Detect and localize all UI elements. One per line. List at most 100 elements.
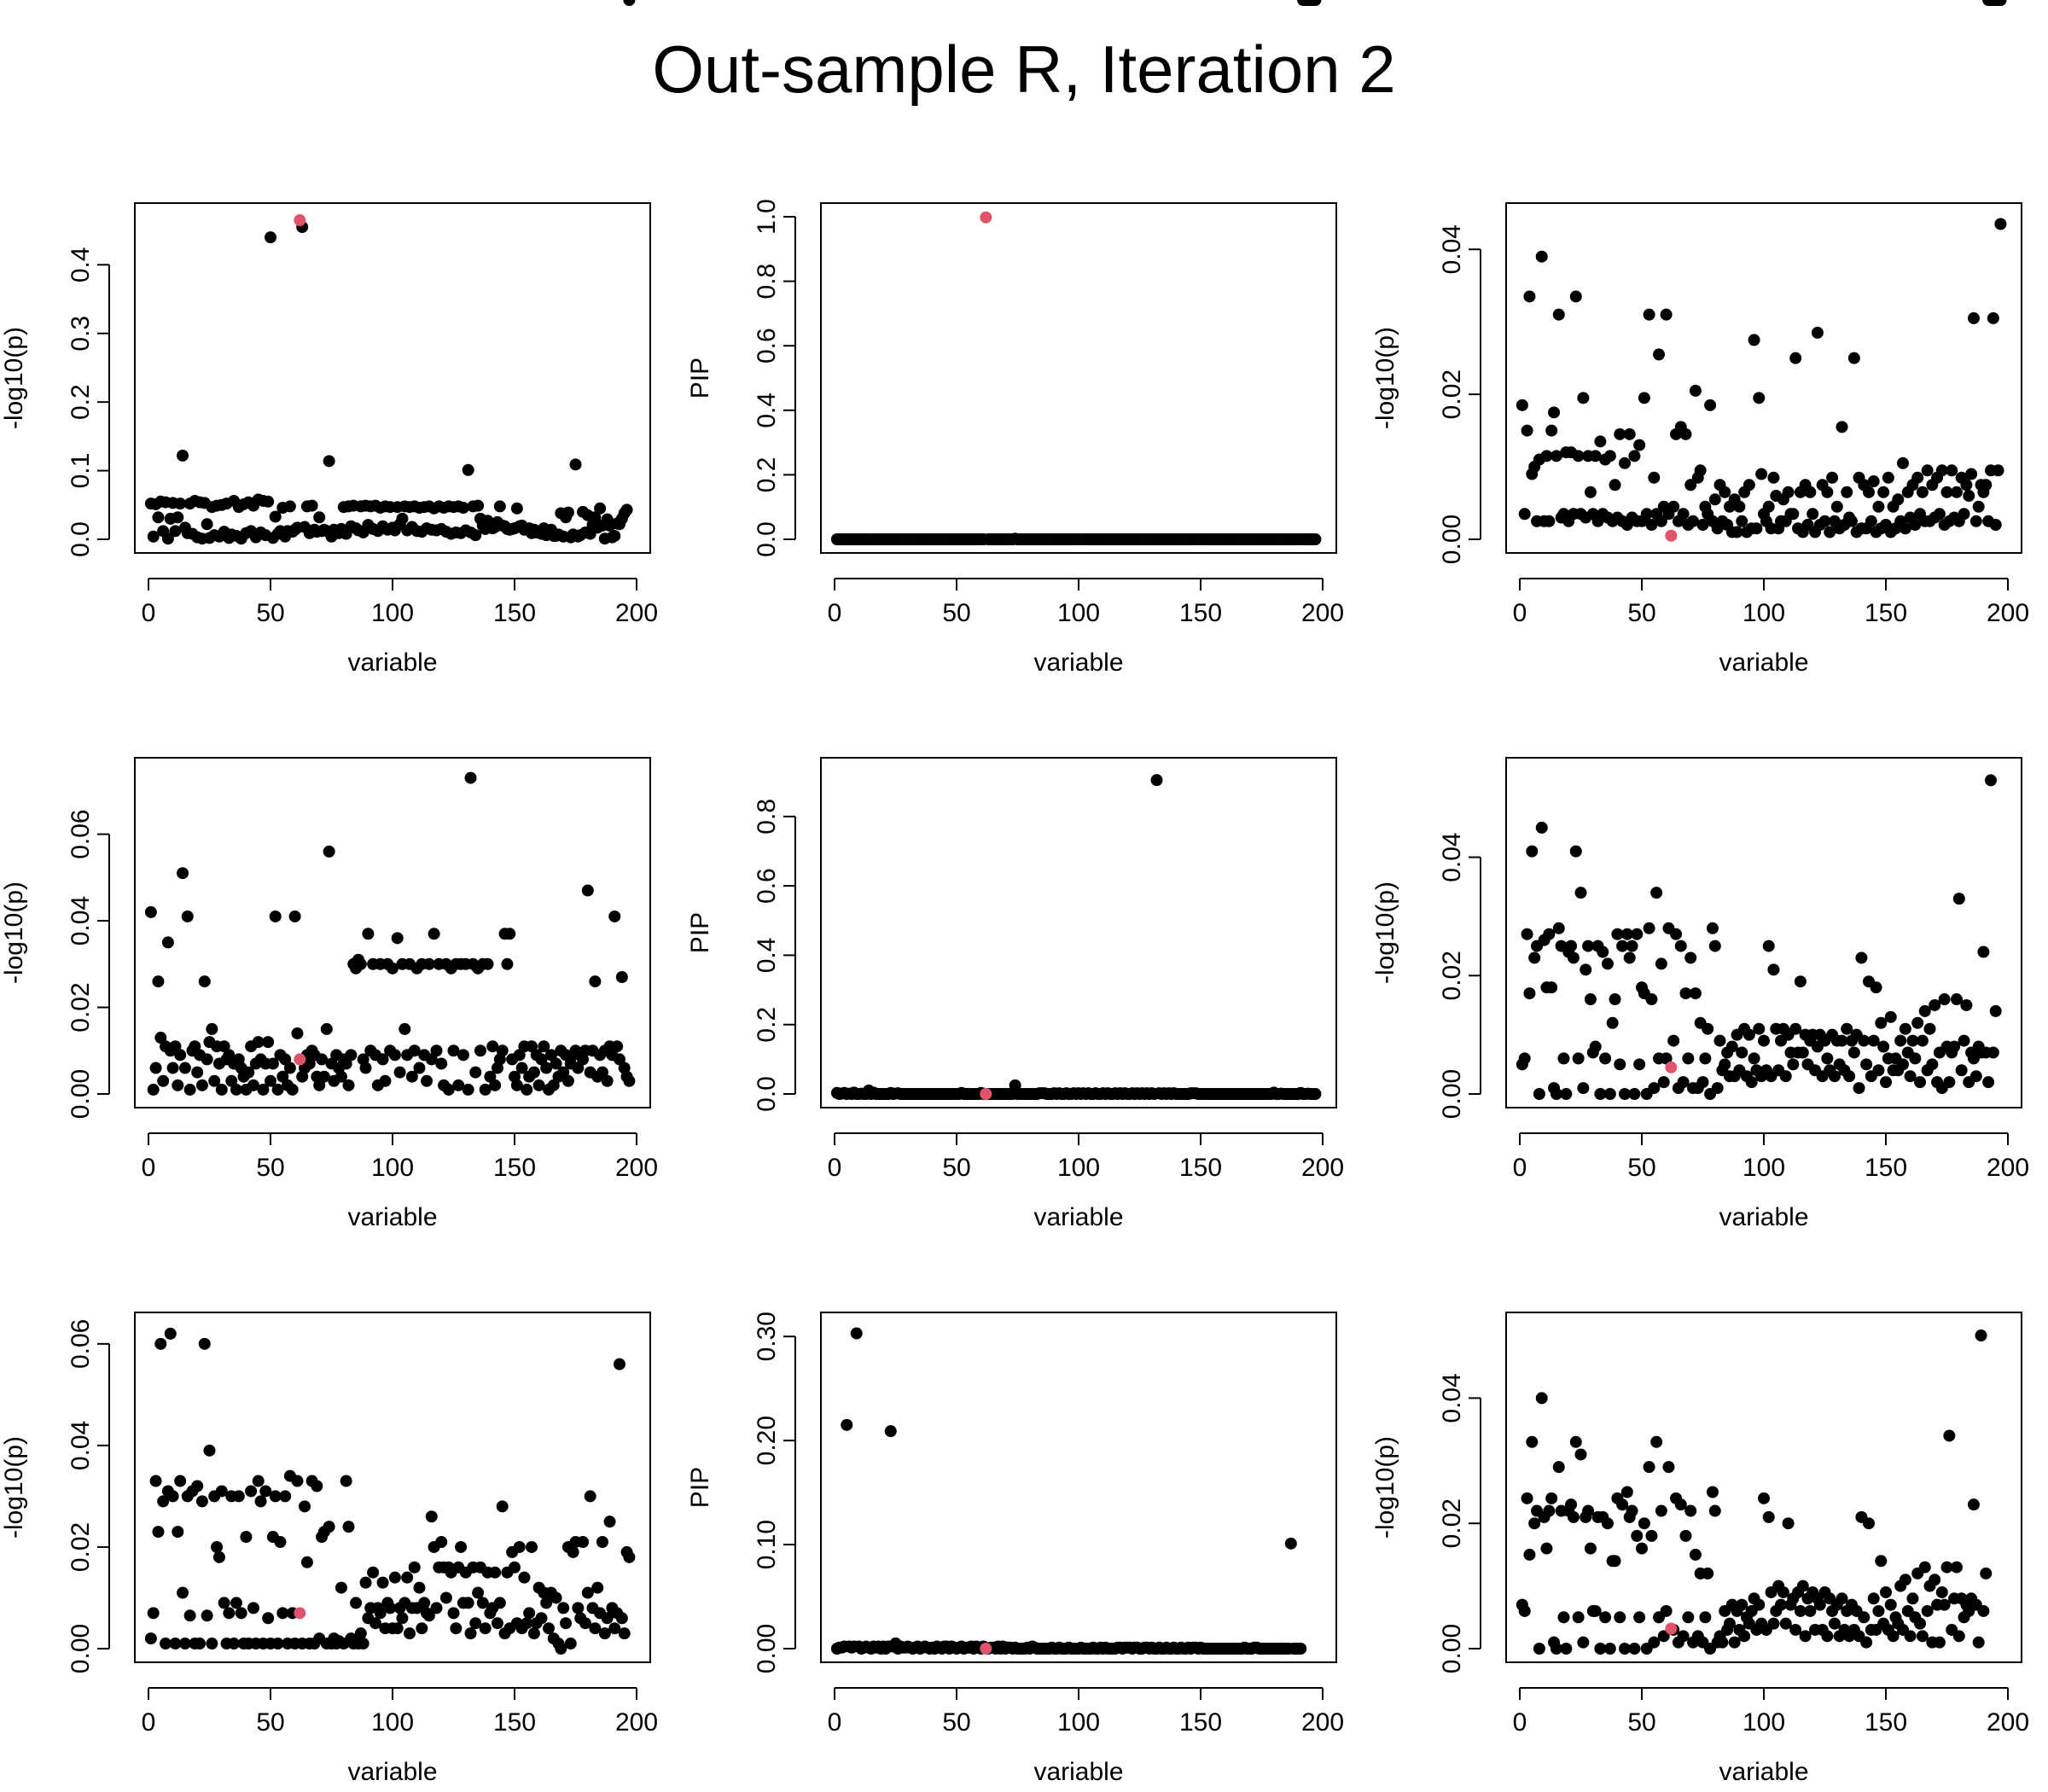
data-point [1843, 1070, 1856, 1083]
data-point [1577, 1636, 1590, 1649]
data-point [1813, 1598, 1826, 1611]
data-point [442, 1083, 455, 1096]
data-point [1762, 1510, 1775, 1523]
data-point [1557, 1052, 1570, 1065]
data-point [1775, 1598, 1788, 1611]
data-point [169, 525, 182, 538]
data-point [1736, 515, 1748, 527]
data-point [1545, 1492, 1558, 1504]
data-point [1528, 1517, 1541, 1530]
data-point [535, 1612, 548, 1625]
data-point [1616, 1498, 1629, 1511]
data-point [1699, 1611, 1712, 1624]
x-axis-label: variable [1033, 1758, 1123, 1786]
data-point [1557, 1611, 1570, 1624]
data-point [1867, 475, 1880, 488]
data-point [1821, 1052, 1834, 1065]
data-point [1821, 1630, 1834, 1643]
data-point [299, 1500, 311, 1513]
data-point [1887, 1630, 1900, 1643]
data-point [311, 1480, 323, 1492]
data-point [1618, 1088, 1631, 1100]
data-point [279, 1490, 292, 1503]
data-point [1704, 399, 1717, 411]
data-point [1836, 421, 1848, 433]
data-point [252, 1036, 265, 1049]
data-point [1518, 508, 1531, 521]
data-point [1762, 940, 1775, 952]
data-point [557, 1066, 570, 1079]
data-point [464, 1627, 477, 1640]
data-point [350, 1597, 363, 1609]
data-point [1648, 1082, 1661, 1095]
data-point [1826, 471, 1839, 484]
data-point [405, 1070, 418, 1083]
data-point [561, 1074, 574, 1087]
data-point [1728, 1636, 1741, 1649]
data-point [1580, 963, 1592, 976]
data-point [1521, 424, 1533, 437]
data-point [1909, 1052, 1922, 1065]
data-point [1521, 928, 1533, 940]
data-point [1743, 1028, 1755, 1041]
data-point [1620, 928, 1633, 940]
data-point [1967, 311, 1980, 324]
data-point [1569, 1435, 1582, 1448]
data-point [1867, 1034, 1880, 1047]
data-point [396, 512, 409, 525]
data-point [589, 975, 602, 988]
figure-title: Out-sample R, Iteration 2 [652, 32, 1396, 107]
data-point [1309, 533, 1322, 545]
data-point [225, 1074, 238, 1087]
data-point [1992, 464, 2004, 477]
data-point [1899, 1022, 1911, 1035]
data-points [144, 1327, 636, 1655]
data-point [484, 1070, 497, 1083]
data-point [223, 1049, 236, 1062]
data-point [455, 1540, 468, 1553]
data-point [1640, 508, 1653, 521]
data-point [266, 1057, 279, 1070]
data-point [1679, 1529, 1692, 1542]
scatter-panel-1: 0 50 100 150 200 variable 0.0 0.1 0.2 0.3 0.4 -log1… [0, 0, 658, 677]
y-tick-label: 1.0 [753, 199, 781, 235]
x-tick-label: 100 [1057, 599, 1100, 627]
data-point [271, 1638, 284, 1650]
data-point [166, 1062, 179, 1074]
data-point [1618, 457, 1631, 469]
data-point [1872, 1064, 1885, 1077]
data-point [1911, 471, 1924, 484]
data-point [1950, 1561, 1963, 1574]
data-point [1897, 1058, 1910, 1071]
data-point [271, 1083, 284, 1096]
data-point [1736, 1046, 1748, 1059]
data-point [388, 1571, 401, 1584]
data-point [1609, 1555, 1621, 1568]
y-tick-label: 0.10 [753, 1520, 781, 1569]
data-point [342, 1079, 355, 1091]
data-point [569, 458, 582, 471]
data-point [447, 1044, 460, 1057]
data-point [1960, 479, 1973, 492]
data-point [1828, 1617, 1841, 1630]
data-point [439, 1591, 452, 1604]
data-point [884, 1425, 897, 1438]
data-point [623, 1074, 636, 1087]
data-point [1653, 348, 1666, 361]
y-tick-label: 0.0 [753, 521, 781, 557]
data-point [1601, 1517, 1614, 1530]
data-point [262, 495, 275, 508]
data-point [1295, 1643, 1307, 1655]
data-point [413, 1581, 426, 1594]
data-point [1545, 981, 1558, 994]
data-point [1918, 1561, 1931, 1574]
data-point [404, 1627, 416, 1640]
data-point [1645, 519, 1658, 532]
data-point [1567, 951, 1580, 964]
data-point [557, 1602, 570, 1615]
x-tick-label: 100 [371, 1154, 414, 1182]
y-tick-label: 0.04 [1438, 224, 1466, 274]
data-point [1535, 1392, 1548, 1405]
data-point [1921, 1604, 1934, 1617]
data-point [1569, 845, 1582, 858]
